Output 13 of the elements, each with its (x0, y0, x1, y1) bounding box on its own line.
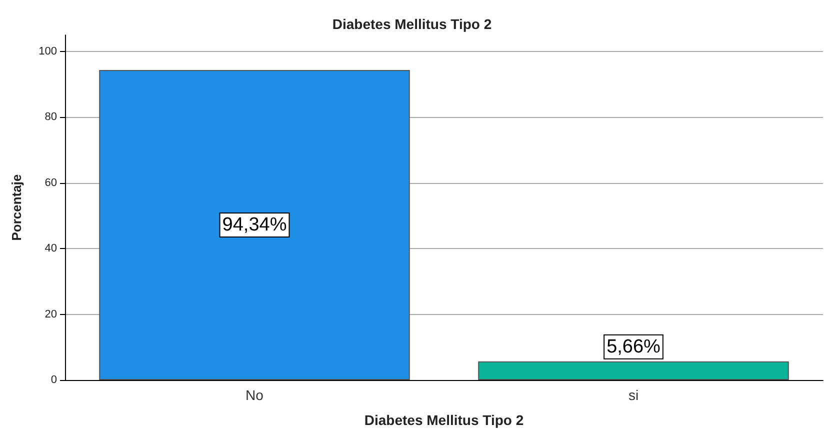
x-axis-title: Diabetes Mellitus Tipo 2 (364, 412, 524, 428)
y-tick-label: 60 (44, 176, 57, 189)
y-tick-label: 80 (44, 111, 57, 124)
x-tick-label: si (628, 387, 639, 403)
y-tick-label: 0 (50, 374, 57, 386)
y-axis-title: Porcentaje (9, 174, 24, 241)
data-label: 94,34% (222, 214, 287, 236)
y-tick-label: 100 (38, 45, 57, 58)
x-tick-label: No (246, 387, 264, 403)
y-tick-label: 40 (44, 242, 57, 255)
chart-title: Diabetes Mellitus Tipo 2 (332, 16, 492, 32)
data-label: 5,66% (606, 336, 661, 358)
y-tick-label: 20 (44, 308, 57, 320)
